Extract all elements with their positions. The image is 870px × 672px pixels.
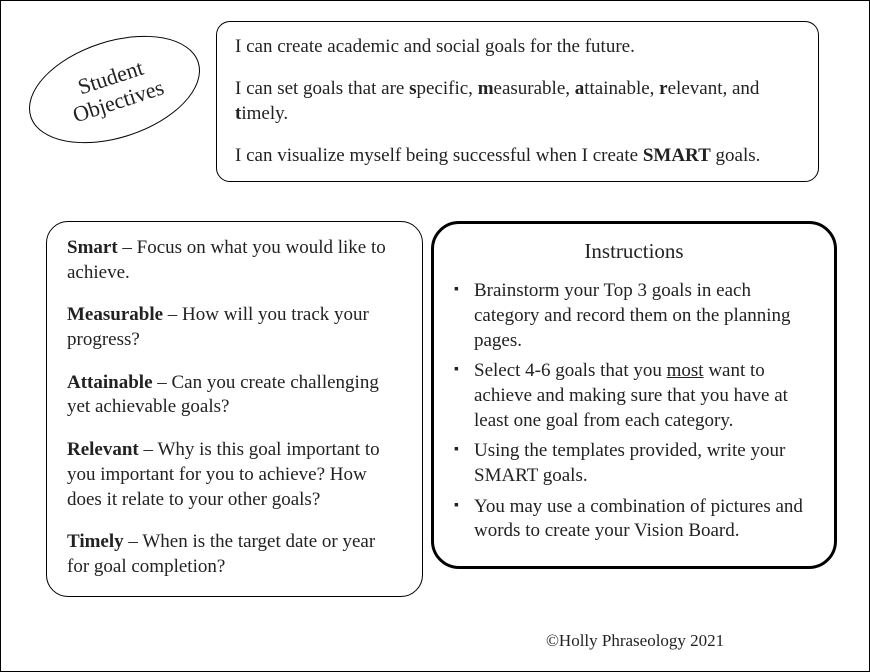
instruction-1: Brainstorm your Top 3 goals in each cate… <box>454 279 814 353</box>
instruction-4: You may use a combination of pictures an… <box>454 495 814 544</box>
objective-2: I can set goals that are specific, measu… <box>235 76 800 127</box>
instruction-3: Using the templates provided, write your… <box>454 439 814 488</box>
smart-item-a: Attainable – Can you create challenging … <box>67 371 402 420</box>
objectives-box: I can create academic and social goals f… <box>216 21 819 182</box>
copyright-text: ©Holly Phraseology 2021 <box>546 631 724 651</box>
instructions-box: Instructions Brainstorm your Top 3 goals… <box>431 221 837 569</box>
instructions-list: Brainstorm your Top 3 goals in each cate… <box>454 279 814 544</box>
smart-item-m: Measurable – How will you track your pro… <box>67 303 402 352</box>
smart-item-t: Timely – When is the target date or year… <box>67 530 402 579</box>
objective-3: I can visualize myself being successful … <box>235 143 800 169</box>
instruction-2: Select 4-6 goals that you most want to a… <box>454 359 814 433</box>
smart-definitions-box: Smart – Focus on what you would like to … <box>46 221 423 597</box>
worksheet-page: Student Objectives I can create academic… <box>0 0 870 672</box>
student-objectives-label: Student Objectives <box>15 16 213 163</box>
smart-item-s: Smart – Focus on what you would like to … <box>67 236 402 285</box>
smart-item-r: Relevant – Why is this goal important to… <box>67 438 402 512</box>
objective-1: I can create academic and social goals f… <box>235 34 800 60</box>
instructions-heading: Instructions <box>454 238 814 265</box>
